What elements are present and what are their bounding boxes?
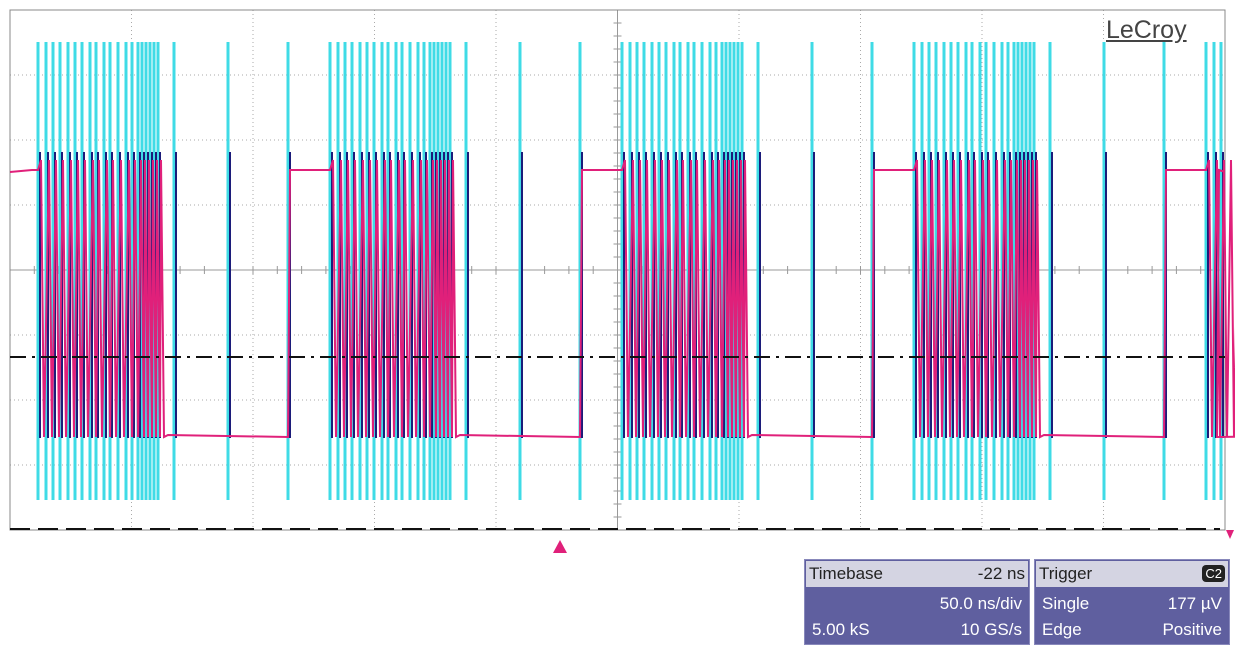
delay: -22 ns xyxy=(977,564,1025,583)
row: 50.0 ns/div xyxy=(809,591,1025,617)
rate: 10 GS/s xyxy=(960,620,1022,639)
pink-trace xyxy=(9,159,1235,439)
title: Trigger xyxy=(1039,564,1093,583)
row: Single 177 µV xyxy=(1039,591,1225,617)
brand: LeCroy xyxy=(1106,16,1187,44)
row: 5.00 kS 10 GS/s xyxy=(809,617,1025,643)
level: 177 µV xyxy=(1167,594,1222,613)
header: Trigger C2 xyxy=(1036,561,1228,587)
scale: 50.0 ns/div xyxy=(939,594,1022,613)
trigger-panel[interactable]: Trigger C2 Single 177 µV Edge Positive xyxy=(1034,559,1230,645)
type: Edge xyxy=(1042,620,1082,639)
trigger-marker xyxy=(553,540,567,553)
samples: 5.00 kS xyxy=(812,620,870,639)
title: Timebase xyxy=(809,564,884,583)
timebase-panel[interactable]: Timebase -22 ns 50.0 ns/div 5.00 kS 10 GS/… xyxy=(804,559,1030,645)
source: C2 xyxy=(1202,565,1225,582)
row: Edge Positive xyxy=(1039,617,1225,643)
mode: Single xyxy=(1042,594,1090,613)
header: Timebase -22 ns xyxy=(806,561,1028,587)
offscreen-arrow xyxy=(1226,530,1234,539)
slope: Positive xyxy=(1162,620,1222,639)
